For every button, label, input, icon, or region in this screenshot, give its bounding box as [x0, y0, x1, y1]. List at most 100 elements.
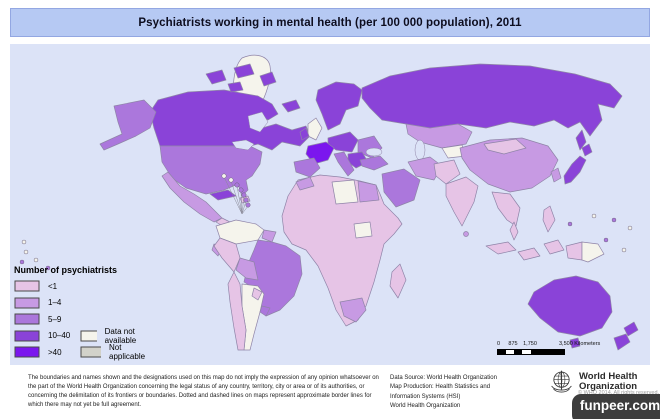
- legend-item-label: Data not available: [104, 326, 137, 345]
- scale-segment: [498, 350, 506, 354]
- island-leader-line: [241, 200, 247, 215]
- region-canada-arctic-island: [205, 69, 227, 85]
- island-leader-line: [241, 195, 245, 215]
- island-dot: [23, 249, 29, 255]
- data-source-line: World Health Organization: [390, 402, 461, 409]
- scale-label: 3,500 Kilometers: [559, 341, 601, 347]
- island-dot: [243, 197, 249, 203]
- region-iberia: [293, 157, 321, 178]
- region-morocco: [295, 176, 315, 191]
- region-southeast-asia: [491, 191, 521, 227]
- scale-label: 0: [497, 341, 501, 347]
- island-dot: [228, 177, 234, 183]
- copyright-text: © WHO 2014. All rights reserved.: [578, 390, 660, 396]
- legend-swatch-10-40: [14, 330, 40, 342]
- island-dot: [45, 265, 51, 271]
- region-mongolia: [483, 138, 527, 155]
- region-chile: [227, 271, 247, 351]
- legend-item-not-applicable: Not applicable: [80, 343, 150, 362]
- island-dot: [627, 225, 633, 231]
- caspian-sea: [414, 139, 426, 161]
- who-logo-block: World Health Organization: [548, 368, 637, 395]
- region-pakistan-afghanistan: [433, 159, 461, 185]
- region-iceland: [281, 99, 301, 113]
- data-source-line: Information Systems (HSI): [390, 393, 461, 400]
- region-papua-new-guinea: [581, 241, 605, 263]
- region-indonesia-sulawesi: [543, 239, 565, 255]
- legend-item-label: 1–4: [48, 298, 62, 308]
- who-emblem-icon: [551, 370, 572, 393]
- map-legend: Number of psychiatrists <1 1–4 5–9 10–40: [14, 265, 145, 361]
- island-leader-line: [241, 205, 249, 215]
- region-italy: [333, 151, 355, 177]
- island-dot: [238, 187, 244, 193]
- hudson-bay: [247, 111, 269, 133]
- legend-swatch-1-4: [14, 297, 40, 309]
- scale-segment: [514, 350, 522, 354]
- scale-bar-graphic: [497, 349, 565, 355]
- region-arabian-peninsula: [381, 168, 421, 208]
- island-dot: [241, 192, 247, 198]
- region-egypt: [357, 180, 380, 203]
- region-scandinavia: [315, 81, 363, 131]
- world-map: [10, 44, 650, 365]
- region-new-zealand-south: [613, 333, 631, 351]
- region-alaska: [99, 99, 157, 151]
- island-dot: [19, 259, 25, 265]
- region-indonesia-java: [517, 247, 541, 261]
- region-china: [459, 137, 559, 193]
- pacific-island-dots: [19, 213, 633, 271]
- legend-item: 1–4: [14, 295, 117, 312]
- island-dot: [591, 213, 597, 219]
- island-leader-line: [236, 185, 243, 215]
- legend-swatch-not-applicable: [80, 346, 102, 358]
- island-dot: [603, 237, 609, 243]
- island-dot: [234, 182, 240, 188]
- region-sri-lanka: [463, 231, 469, 237]
- region-paraguay: [251, 287, 263, 301]
- region-turkey: [359, 155, 389, 171]
- island-dot: [221, 173, 227, 179]
- map-panel: Number of psychiatrists <1 1–4 5–9 10–40: [10, 44, 650, 365]
- data-source-line: Data Source: World Health Organization: [390, 375, 497, 381]
- region-japan-hokkaido: [581, 143, 593, 157]
- region-south-korea: [550, 167, 562, 183]
- legend-item-label: Not applicable: [109, 343, 146, 362]
- who-logo-text: World Health Organization: [579, 370, 638, 392]
- island-leader-line: [223, 176, 243, 215]
- region-new-zealand-north: [623, 321, 639, 337]
- island-dot: [567, 221, 573, 227]
- region-uruguay: [259, 305, 271, 317]
- great-lakes: [231, 139, 255, 151]
- legend-item-label: 5–9: [48, 314, 62, 324]
- region-madagascar: [389, 263, 407, 299]
- scale-label: 1,750: [523, 341, 537, 347]
- region-mexico: [161, 171, 223, 223]
- legend-item-label: 10–40: [48, 331, 71, 341]
- page-title: Psychiatrists working in mental health (…: [138, 16, 522, 29]
- scale-segment: [506, 350, 514, 354]
- legend-swatch-lt1: [14, 280, 40, 292]
- who-logo-line1: World Health: [579, 370, 638, 382]
- region-australia: [527, 275, 613, 337]
- region-india: [445, 176, 479, 227]
- legend-item: >40: [14, 344, 117, 361]
- black-sea: [365, 147, 383, 157]
- legend-swatch-5-9: [14, 313, 40, 325]
- island-dot: [245, 202, 251, 208]
- map-title-bar: Psychiatrists working in mental health (…: [10, 8, 650, 37]
- region-south-africa: [339, 297, 367, 323]
- caribbean-leader-lines: [221, 173, 251, 215]
- region-ireland: [299, 127, 310, 141]
- region-philippines: [542, 205, 556, 233]
- region-japan: [563, 155, 587, 185]
- region-libya: [331, 179, 359, 205]
- data-source-line: Map Production: Health Statistics and: [390, 384, 491, 391]
- scale-bar: 0 875 1,750 3,500 Kilometers: [497, 341, 647, 355]
- region-indonesia-sumatra: [485, 241, 517, 255]
- island-dot: [611, 217, 617, 223]
- legend-item-label: <1: [48, 281, 58, 291]
- legend-swatch-no-data: [80, 330, 97, 342]
- watermark-badge[interactable]: funpeer.com: [572, 394, 660, 419]
